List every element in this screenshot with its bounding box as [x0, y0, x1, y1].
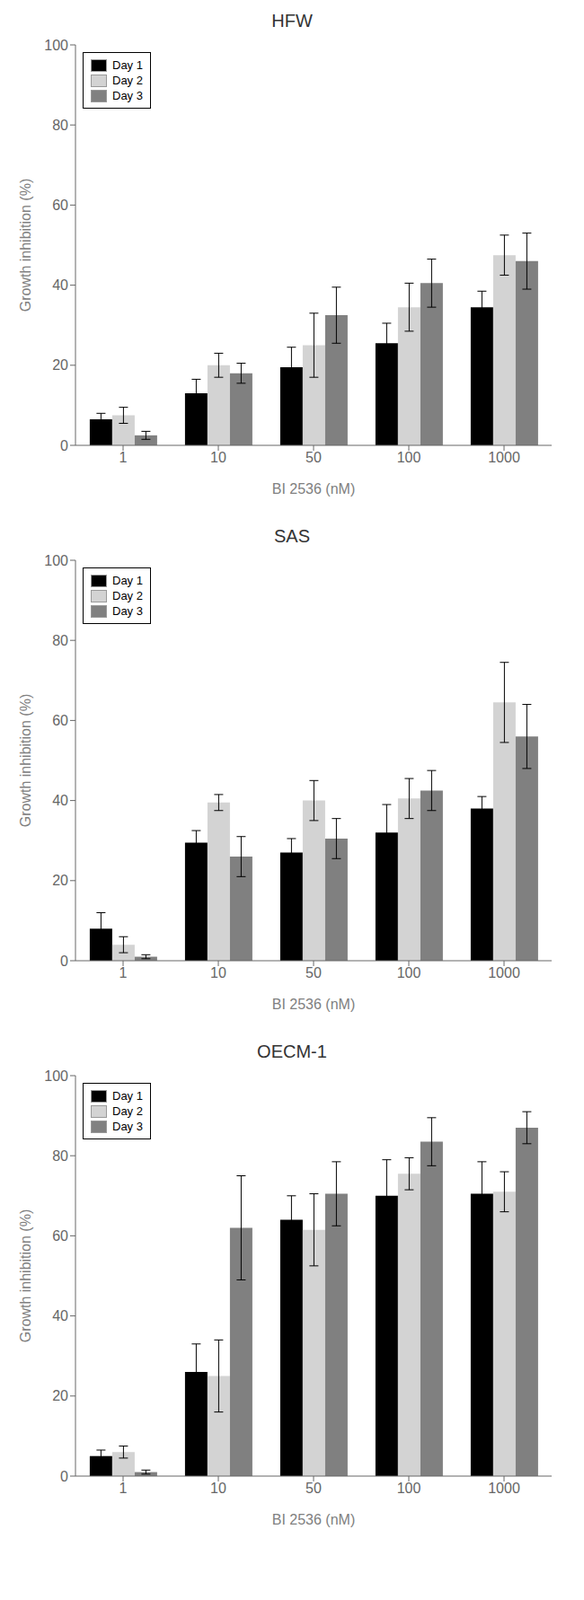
svg-text:0: 0 — [60, 438, 69, 454]
html-text:OECM-1: OECM-1 — [257, 1042, 327, 1062]
svg-text:100: 100 — [397, 965, 422, 982]
html-text:Day 2: Day 2 — [112, 589, 143, 603]
svg-text:10: 10 — [210, 1481, 227, 1497]
html-text:Day 3: Day 3 — [112, 604, 143, 619]
svg-text:0: 0 — [60, 954, 69, 970]
svg-text:40: 40 — [52, 793, 69, 809]
svg-text:40: 40 — [52, 1309, 69, 1325]
html-text:Day 1: Day 1 — [112, 58, 143, 72]
html-text:Day 3: Day 3 — [112, 1120, 143, 1134]
svg-text:80: 80 — [52, 1149, 69, 1165]
svg-text:50: 50 — [305, 965, 322, 982]
html-text:Day 1: Day 1 — [112, 574, 143, 588]
svg-text:100: 100 — [44, 553, 69, 569]
html-text:SAS: SAS — [274, 526, 310, 547]
html-text:Day 1: Day 1 — [112, 1089, 143, 1104]
svg-text:10: 10 — [210, 450, 227, 466]
svg-text:80: 80 — [52, 117, 69, 133]
svg-text:100: 100 — [44, 1069, 69, 1085]
svg-text:100: 100 — [397, 1481, 422, 1497]
svg-text:20: 20 — [52, 357, 69, 373]
svg-text:1000: 1000 — [487, 450, 521, 466]
svg-text:1000: 1000 — [487, 1481, 521, 1497]
svg-text:60: 60 — [52, 1229, 69, 1245]
svg-text:Growth inhibition (%): Growth inhibition (%) — [17, 1210, 34, 1345]
html-text:Day 2: Day 2 — [112, 1105, 143, 1119]
svg-text:BI 2536 (nM): BI 2536 (nM) — [272, 997, 355, 1013]
svg-text:20: 20 — [52, 1389, 69, 1405]
html-text:Day 2: Day 2 — [112, 73, 143, 88]
html-text:Day 3: Day 3 — [112, 88, 143, 103]
svg-text:40: 40 — [52, 277, 69, 293]
svg-text:BI 2536 (nM): BI 2536 (nM) — [272, 481, 355, 497]
svg-text:50: 50 — [305, 1481, 322, 1497]
svg-text:Growth inhibition (%): Growth inhibition (%) — [17, 694, 34, 829]
svg-text:10: 10 — [210, 965, 227, 982]
svg-text:1000: 1000 — [487, 965, 521, 982]
svg-text:50: 50 — [305, 450, 322, 466]
svg-text:100: 100 — [44, 37, 69, 54]
svg-text:1: 1 — [119, 1481, 128, 1497]
svg-text:0: 0 — [60, 1469, 69, 1486]
svg-text:100: 100 — [397, 450, 422, 466]
svg-text:80: 80 — [52, 633, 69, 649]
svg-text:60: 60 — [52, 713, 69, 729]
svg-text:1: 1 — [119, 965, 128, 982]
html-text:HFW: HFW — [271, 10, 313, 31]
svg-text:60: 60 — [52, 197, 69, 213]
svg-text:Growth inhibition (%): Growth inhibition (%) — [17, 178, 34, 313]
svg-text:BI 2536 (nM): BI 2536 (nM) — [272, 1513, 355, 1529]
svg-text:20: 20 — [52, 873, 69, 889]
svg-text:1: 1 — [119, 450, 128, 466]
